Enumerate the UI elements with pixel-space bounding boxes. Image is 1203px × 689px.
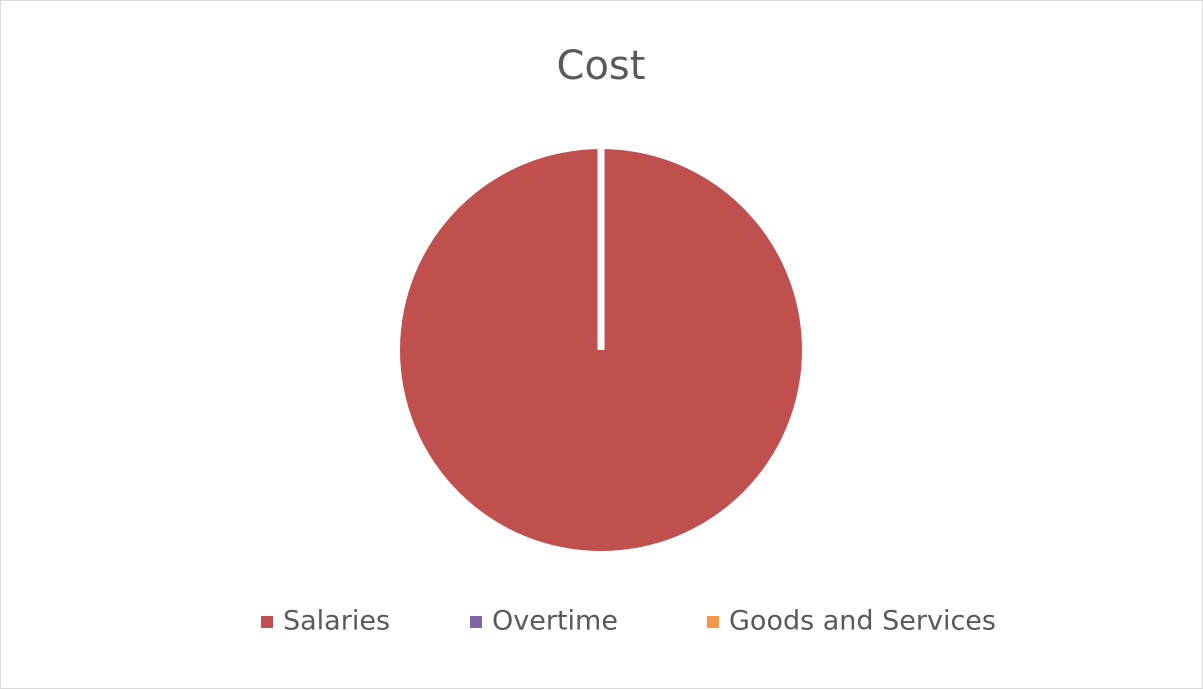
legend-label: Overtime (492, 606, 618, 637)
chart-title: Cost (557, 43, 646, 89)
legend-label: Goods and Services (729, 606, 996, 637)
legend-swatch (261, 616, 273, 628)
legend-label: Salaries (283, 606, 390, 637)
legend-swatch (470, 616, 482, 628)
legend-swatch (707, 616, 719, 628)
